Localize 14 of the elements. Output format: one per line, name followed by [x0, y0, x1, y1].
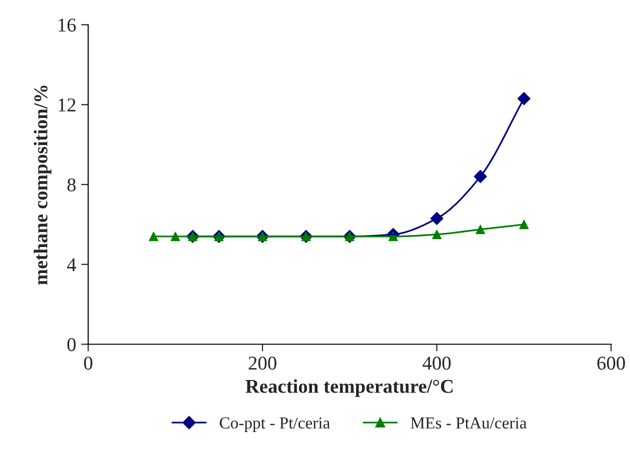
point: [517, 92, 531, 106]
y-axis-title: methane composition/%: [34, 86, 52, 285]
x-tick-label: 400: [422, 356, 451, 370]
x-tick-label: 0: [84, 356, 92, 370]
legend-label: MEs - PtAu/ceria: [410, 417, 527, 429]
x-tick-label: 200: [248, 356, 276, 370]
x-tick-label: 600: [597, 356, 625, 370]
y-tick-label: 0: [67, 338, 76, 352]
y-tick-label: 4: [67, 258, 76, 272]
y-tick-label: 8: [67, 178, 76, 192]
y-tick-label: 16: [58, 18, 76, 32]
legend-label: Co-ppt - Pt/ceria: [220, 417, 330, 432]
y-tick-label: 12: [58, 98, 76, 112]
x-axis-title: Reaction temperature/°C: [246, 379, 453, 397]
